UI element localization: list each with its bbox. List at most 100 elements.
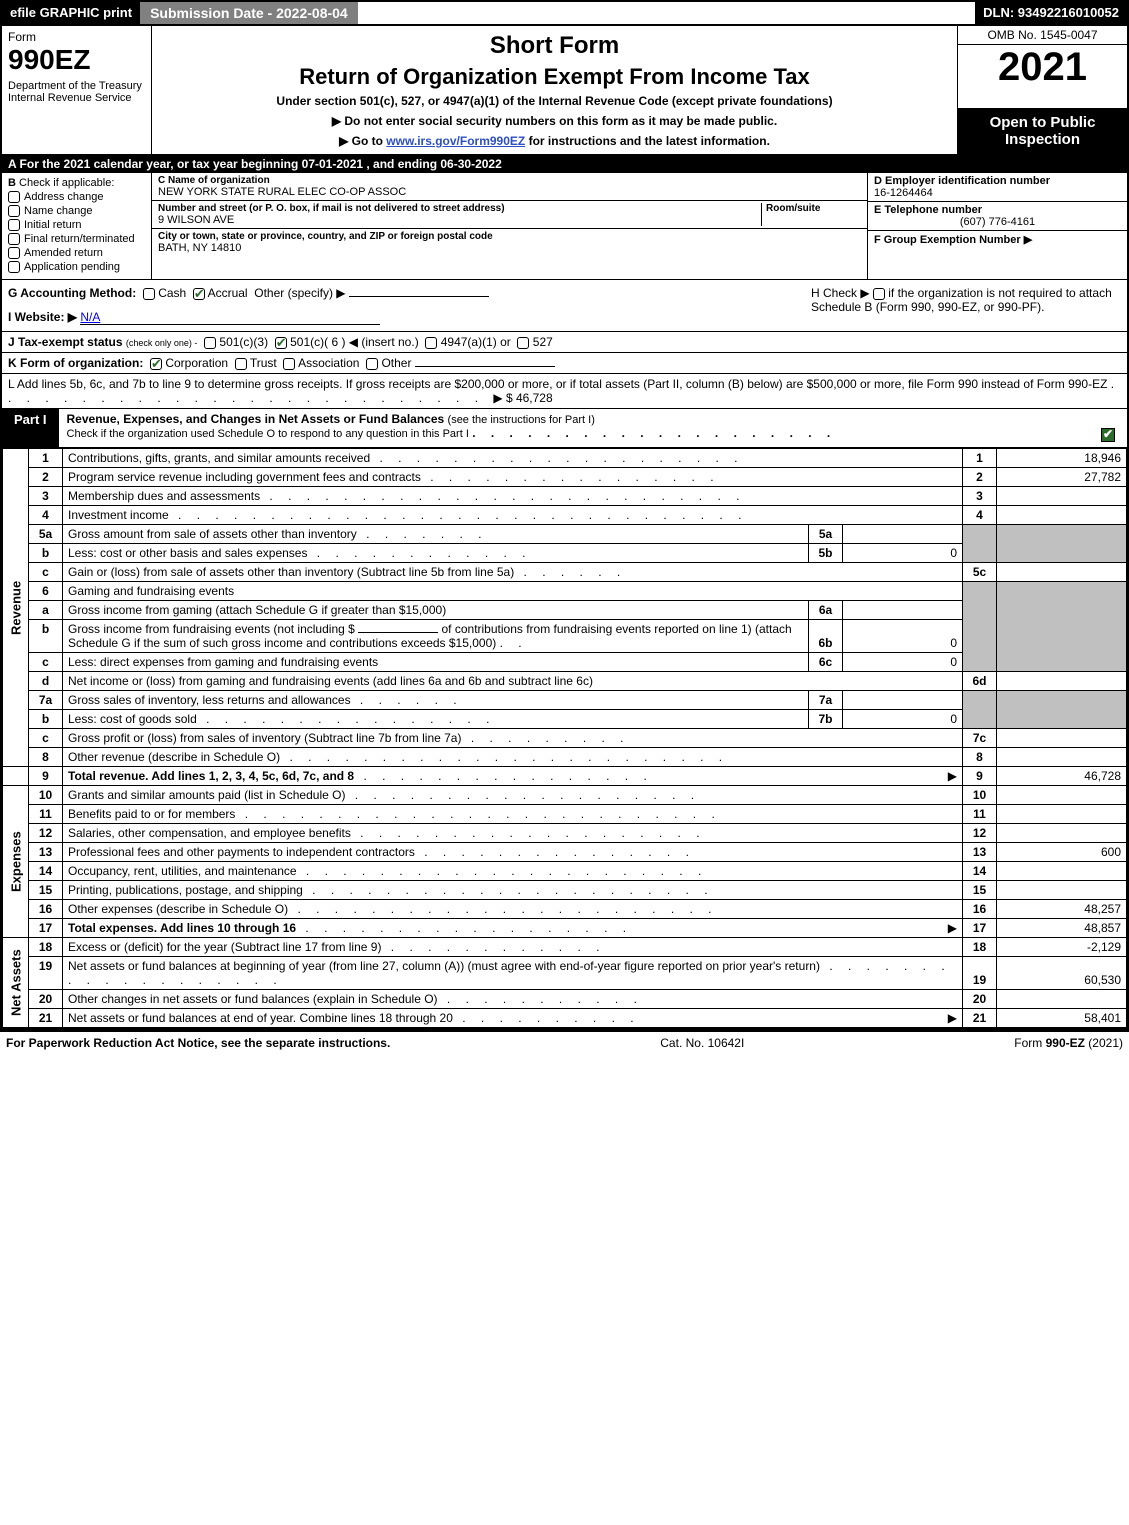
ld: Other revenue (describe in Schedule O) .…: [63, 748, 963, 767]
lr: 1: [963, 449, 997, 468]
l-amount: ▶ $ 46,728: [493, 391, 552, 405]
chk-h[interactable]: [873, 288, 885, 300]
ld: Printing, publications, postage, and shi…: [63, 881, 963, 900]
ln: 12: [29, 824, 63, 843]
footer-catno: Cat. No. 10642I: [390, 1036, 1014, 1050]
section-h: H Check ▶ if the organization is not req…: [811, 286, 1121, 314]
line-7b: b Less: cost of goods sold . . . . . . .…: [3, 710, 1127, 729]
chk-accrual[interactable]: [193, 288, 205, 300]
directive-2-post: for instructions and the latest informat…: [525, 134, 770, 148]
dots: . . . . . . . . . . . . . . . . . . . . …: [169, 508, 748, 522]
row-l: L Add lines 5b, 6c, and 7b to line 9 to …: [2, 374, 1127, 409]
dots: . . . . . . . . . . . . . . . . . . .: [345, 788, 700, 802]
sv: 0: [843, 710, 963, 729]
ln: 14: [29, 862, 63, 881]
dots: . . . . . . . . . . . . . . . . . .: [296, 921, 632, 935]
chk-trust[interactable]: [235, 358, 247, 370]
t: Printing, publications, postage, and shi…: [68, 883, 303, 897]
street-row: Number and street (or P. O. box, if mail…: [152, 201, 867, 229]
lr: 8: [963, 748, 997, 767]
chk-label: Application pending: [24, 261, 120, 273]
la: [997, 881, 1127, 900]
revenue-label: Revenue: [3, 449, 29, 767]
la: [997, 786, 1127, 805]
section-c: C Name of organization NEW YORK STATE RU…: [152, 173, 867, 279]
sv: 0: [843, 620, 963, 653]
dots: . . . . . . .: [357, 527, 488, 541]
j-opt3: 4947(a)(1) or: [441, 335, 511, 349]
chk-application-pending[interactable]: Application pending: [8, 261, 145, 273]
header-right: OMB No. 1545-0047 2021 Open to Public In…: [957, 26, 1127, 154]
chk-final-return[interactable]: Final return/terminated: [8, 233, 145, 245]
line-16: 16 Other expenses (describe in Schedule …: [3, 900, 1127, 919]
p1-title-text: Revenue, Expenses, and Changes in Net As…: [67, 412, 445, 426]
schedule-o-check[interactable]: [1101, 428, 1115, 442]
line-4: 4 Investment income . . . . . . . . . . …: [3, 506, 1127, 525]
line-5a: 5a Gross amount from sale of assets othe…: [3, 525, 1127, 544]
chk-address-change[interactable]: Address change: [8, 191, 145, 203]
ld: Less: cost or other basis and sales expe…: [63, 544, 809, 563]
dots: . .: [500, 636, 528, 650]
t: Total expenses. Add lines 10 through 16: [68, 921, 296, 935]
la: 48,257: [997, 900, 1127, 919]
chk-527[interactable]: [517, 337, 529, 349]
ln: 6: [29, 582, 63, 601]
t: Benefits paid to or for members: [68, 807, 235, 821]
chk-501c3[interactable]: [204, 337, 216, 349]
t: Gross sales of inventory, less returns a…: [68, 693, 351, 707]
chk-assoc[interactable]: [283, 358, 295, 370]
city-row: City or town, state or province, country…: [152, 229, 867, 256]
line-1: Revenue 1 Contributions, gifts, grants, …: [3, 449, 1127, 468]
b-lead: B: [8, 177, 16, 189]
ld: Excess or (deficit) for the year (Subtra…: [63, 938, 963, 957]
ln: 20: [29, 990, 63, 1009]
t: Net assets or fund balances at end of ye…: [68, 1011, 453, 1025]
irs-link[interactable]: www.irs.gov/Form990EZ: [386, 134, 525, 148]
ln: c: [29, 653, 63, 672]
k-label: K Form of organization:: [8, 356, 143, 370]
org-name-row: C Name of organization NEW YORK STATE RU…: [152, 173, 867, 201]
la: 60,530: [997, 957, 1127, 990]
topbar: efile GRAPHIC print Submission Date - 20…: [2, 2, 1127, 26]
lr: 20: [963, 990, 997, 1009]
lr: 21: [963, 1009, 997, 1028]
ein-value: 16-1264464: [874, 187, 1121, 199]
j-sub: (check only one) -: [126, 338, 198, 348]
chk-label: Initial return: [24, 219, 81, 231]
lr: 3: [963, 487, 997, 506]
fundraising-amount-input[interactable]: [358, 632, 438, 633]
t: Gross amount from sale of assets other t…: [68, 527, 357, 541]
chk-initial-return[interactable]: Initial return: [8, 219, 145, 231]
t: Membership dues and assessments: [68, 489, 260, 503]
ln: 2: [29, 468, 63, 487]
subtitle: Under section 501(c), 527, or 4947(a)(1)…: [160, 94, 949, 108]
la: 600: [997, 843, 1127, 862]
ein-label: D Employer identification number: [874, 175, 1121, 187]
chk-name-change[interactable]: Name change: [8, 205, 145, 217]
chk-4947[interactable]: [425, 337, 437, 349]
sn: 5b: [809, 544, 843, 563]
ln: 9: [29, 767, 63, 786]
ld: Salaries, other compensation, and employ…: [63, 824, 963, 843]
other-input[interactable]: [349, 296, 489, 297]
dots: . . . . . . . . . . . . . . . . . . . . …: [303, 883, 714, 897]
chk-amended-return[interactable]: Amended return: [8, 247, 145, 259]
chk-501c[interactable]: [275, 337, 287, 349]
la: [997, 672, 1127, 691]
line-18: Net Assets 18 Excess or (deficit) for th…: [3, 938, 1127, 957]
checkbox-icon: [8, 247, 20, 259]
org-name: NEW YORK STATE RURAL ELEC CO-OP ASSOC: [158, 186, 861, 198]
net-assets-label: Net Assets: [3, 938, 29, 1028]
other-label: Other (specify) ▶: [254, 286, 345, 300]
website-link[interactable]: N/A: [80, 310, 380, 325]
t: Investment income: [68, 508, 169, 522]
ln: 18: [29, 938, 63, 957]
chk-other[interactable]: [366, 358, 378, 370]
chk-cash[interactable]: [143, 288, 155, 300]
k-other-input[interactable]: [415, 366, 555, 367]
chk-corp[interactable]: [150, 358, 162, 370]
dots: . . . . . . . . . . .: [438, 992, 643, 1006]
open-to-public: Open to Public Inspection: [958, 108, 1127, 154]
ln: 4: [29, 506, 63, 525]
t: Program service revenue including govern…: [68, 470, 421, 484]
